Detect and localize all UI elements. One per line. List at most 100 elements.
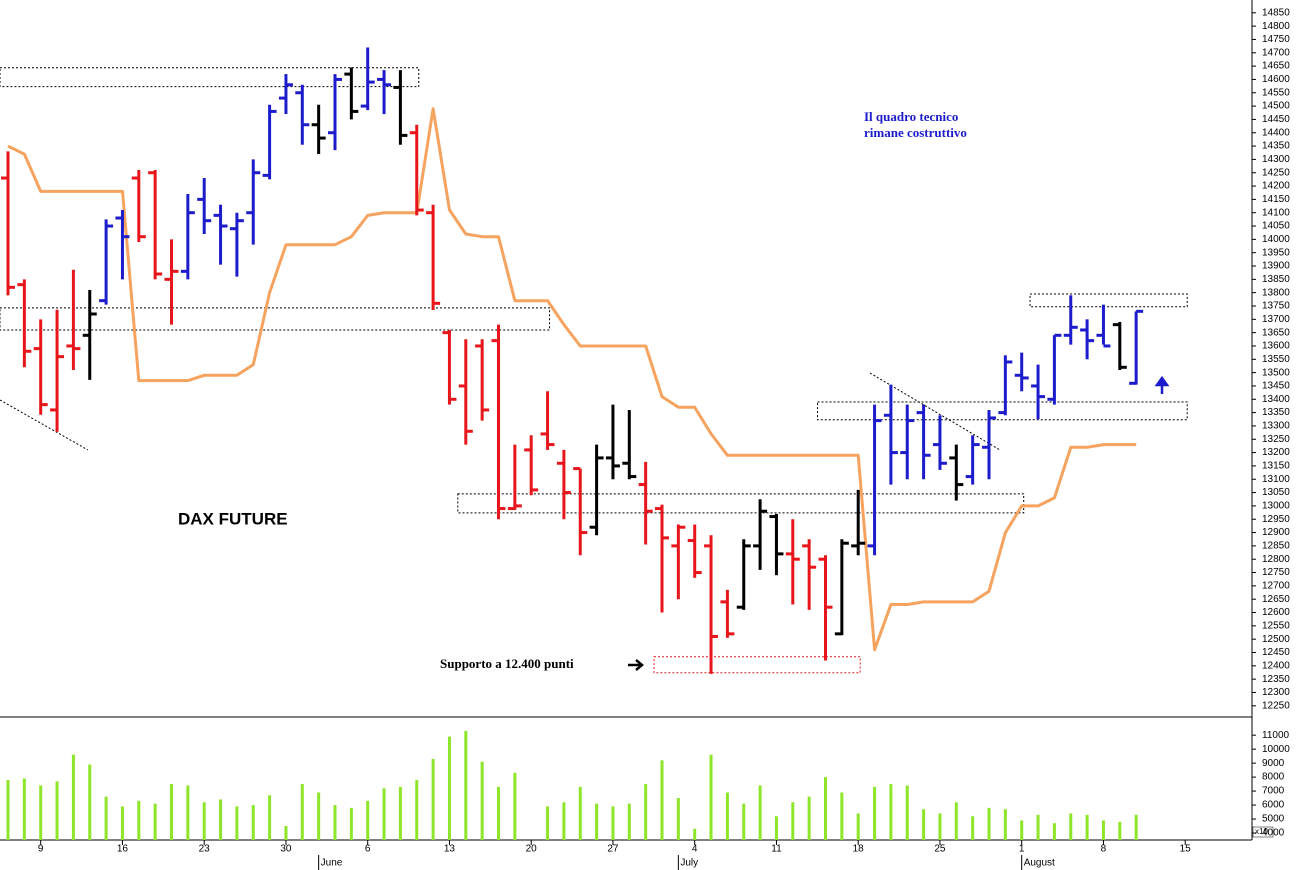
x-tick-label: 4 <box>692 844 698 855</box>
y-tick-label: 5000 <box>1262 814 1285 825</box>
arrow <box>1154 375 1170 394</box>
y-tick-label: 14100 <box>1262 207 1290 218</box>
y-tick-label: 14150 <box>1262 194 1290 205</box>
y-tick-label: 12800 <box>1262 554 1290 565</box>
volume-bar <box>235 806 239 840</box>
volume-bar <box>153 803 157 840</box>
volume-bar <box>725 792 729 840</box>
y-tick-label: 14450 <box>1262 114 1290 125</box>
volume-bar <box>251 805 255 840</box>
y-tick-label: 13150 <box>1262 461 1290 472</box>
y-tick-label: 12900 <box>1262 527 1290 538</box>
volume-bar <box>1069 813 1073 840</box>
volume-bar <box>644 784 648 840</box>
y-tick-label: 7000 <box>1262 786 1285 797</box>
volume-bar <box>88 764 92 840</box>
y-tick-label: 12950 <box>1262 514 1290 525</box>
volume-bar <box>71 754 75 840</box>
y-tick-label: 13350 <box>1262 407 1290 418</box>
annotation: Il quadro tecnico <box>864 109 958 124</box>
level-zone <box>817 401 1188 421</box>
x-tick-label: 9 <box>38 844 44 855</box>
arrow <box>628 659 644 671</box>
x-tick-label: 13 <box>444 844 456 855</box>
y-tick-label: 14000 <box>1262 234 1290 245</box>
volume-bar <box>480 761 484 840</box>
volume-bar <box>170 784 173 840</box>
y-tick-label: 12300 <box>1262 687 1290 698</box>
volume-bar <box>1085 814 1089 840</box>
y-tick-label: 10000 <box>1262 744 1290 755</box>
y-tick-label: 12750 <box>1262 567 1290 578</box>
y-tick-label: 13700 <box>1262 314 1290 325</box>
y-tick-label: 4000 <box>1262 828 1285 839</box>
y-tick-label: 13400 <box>1262 394 1290 405</box>
x-tick-label: 8 <box>1101 844 1107 855</box>
y-tick-label: 14750 <box>1262 34 1290 45</box>
axis-note: x10 <box>1255 827 1268 836</box>
volume-bar <box>905 785 909 840</box>
volume-bar <box>774 816 778 840</box>
volume-bar <box>791 802 795 840</box>
y-tick-label: 14200 <box>1262 181 1290 192</box>
volume-bar <box>464 730 468 840</box>
y-tick-label: 6000 <box>1262 800 1285 811</box>
volume-bar <box>578 786 582 840</box>
y-tick-label: 14400 <box>1262 127 1290 138</box>
volume-bar <box>202 802 206 840</box>
y-tick-label: 13200 <box>1262 447 1290 458</box>
volume-bar <box>840 792 844 840</box>
volume-bar <box>300 784 304 840</box>
volume-bar <box>873 786 877 840</box>
volume-bar <box>889 784 893 840</box>
volume-bar <box>268 795 272 840</box>
y-tick-label: 12400 <box>1262 660 1290 671</box>
x-tick-label: 27 <box>607 844 619 855</box>
y-tick-label: 14800 <box>1262 21 1290 32</box>
volume-bar <box>807 796 811 840</box>
y-tick-label: 14250 <box>1262 167 1290 178</box>
y-tick-label: 14650 <box>1262 61 1290 72</box>
y-tick-label: 13500 <box>1262 367 1290 378</box>
y-tick-label: 13100 <box>1262 474 1290 485</box>
volume-bar <box>693 828 697 840</box>
x-tick-label: 16 <box>117 844 129 855</box>
y-tick-label: 8000 <box>1262 772 1285 783</box>
y-tick-label: 9000 <box>1262 758 1285 769</box>
volume-bar <box>447 736 451 840</box>
x-tick-label: 18 <box>853 844 865 855</box>
y-tick-label: 14850 <box>1262 7 1290 18</box>
volume-bar <box>333 805 337 840</box>
x-tick-label: 25 <box>934 844 946 855</box>
level-zone <box>457 493 1025 514</box>
y-tick-label: 13750 <box>1262 301 1290 312</box>
y-tick-label: 13850 <box>1262 274 1290 285</box>
volume-bar <box>987 807 991 840</box>
y-tick-label: 14550 <box>1262 87 1290 98</box>
volume-bar <box>627 803 631 840</box>
level-zone <box>1029 293 1188 308</box>
y-tick-label: 14500 <box>1262 101 1290 112</box>
trend-line <box>0 399 89 451</box>
chart-title: DAX FUTURE <box>178 509 288 528</box>
volume-bar <box>1134 814 1138 840</box>
volume-bar <box>104 796 108 840</box>
y-tick-label: 12250 <box>1262 700 1290 711</box>
level-zone <box>653 656 861 674</box>
y-tick-label: 11000 <box>1262 730 1290 741</box>
y-tick-label: 13550 <box>1262 354 1290 365</box>
y-tick-label: 12850 <box>1262 541 1290 552</box>
month-label: August <box>1024 858 1055 869</box>
volume-bar <box>284 826 288 840</box>
volume-bar <box>39 785 43 840</box>
volume-bar <box>595 803 599 840</box>
y-tick-label: 14300 <box>1262 154 1290 165</box>
axis-note-box <box>1252 826 1274 838</box>
volume-bar <box>120 806 124 840</box>
volume-bar <box>186 785 190 840</box>
x-tick-label: 11 <box>771 844 782 855</box>
volume-bar <box>513 772 517 840</box>
volume-bar <box>676 798 680 840</box>
